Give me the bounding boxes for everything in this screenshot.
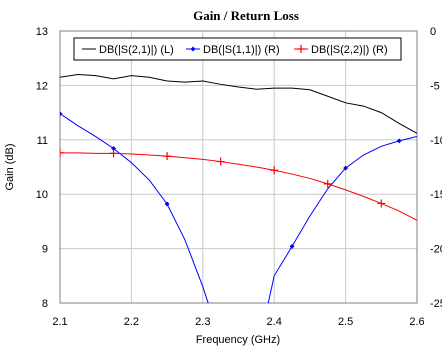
data-point-marker [289, 243, 295, 249]
x-tick-label: 2.1 [52, 316, 67, 328]
series-3 [60, 148, 417, 221]
data-point-marker [377, 199, 386, 208]
data-point-marker [164, 201, 170, 207]
y-tick-label-left: 10 [36, 189, 48, 201]
legend-entry-label: DB(|S(2,1)|) (L) [99, 44, 174, 56]
series-1 [60, 74, 417, 134]
y-tick-label-right: -5 [430, 80, 440, 92]
data-point-marker [60, 148, 64, 157]
data-point-marker [297, 45, 305, 53]
legend: DB(|S(2,1)|) (L) DB(|S(1,1)|) (R) DB(|S(2,… [73, 37, 402, 61]
series-layer [60, 74, 417, 303]
ticks-layer: 2.1 2.2 2.3 2.4 2.5 2.6 8 9 10 11 12 13 -25 -20 -15 -10… [36, 26, 442, 328]
data-point-marker [109, 149, 118, 158]
y-tick-label-left: 13 [36, 26, 48, 38]
y-tick-label-right: -10 [430, 135, 442, 147]
data-point-marker [60, 111, 63, 117]
data-point-marker [163, 152, 172, 161]
data-point-marker [270, 166, 279, 175]
data-point-marker [343, 165, 349, 171]
y-tick-label-right: -20 [430, 244, 442, 256]
x-tick-label: 2.4 [267, 316, 282, 328]
y-tick-label-right: 0 [430, 26, 436, 38]
series-line [60, 152, 417, 221]
data-point-marker [190, 46, 196, 52]
series-line [60, 113, 417, 303]
y-axis-label-left: Gain (dB) [4, 143, 16, 190]
legend-entry-label: DB(|S(2,2)|) (R) [311, 44, 388, 56]
x-tick-label: 2.2 [124, 316, 139, 328]
x-tick-label: 2.5 [338, 316, 353, 328]
y-tick-label-left: 8 [42, 298, 48, 310]
y-tick-label-right: -15 [430, 189, 442, 201]
data-point-marker [216, 157, 225, 166]
x-axis-label: Frequency (GHz) [196, 334, 280, 346]
y-tick-label-left: 11 [37, 135, 48, 147]
legend-entry-label: DB(|S(1,1)|) (R) [203, 44, 280, 56]
chart-title: Gain / Return Loss [193, 8, 299, 23]
data-point-marker [323, 179, 332, 188]
series-line [60, 74, 417, 134]
legend-box [73, 37, 402, 61]
plot-area-frame [59, 30, 418, 304]
data-point-marker [396, 138, 402, 144]
x-tick-label: 2.3 [195, 316, 210, 328]
series-2 [60, 111, 417, 303]
x-tick-label: 2.6 [409, 316, 424, 328]
y-tick-label-left: 12 [36, 80, 48, 92]
y-tick-label-right: -25 [430, 298, 442, 310]
y-tick-label-left: 9 [42, 244, 48, 256]
